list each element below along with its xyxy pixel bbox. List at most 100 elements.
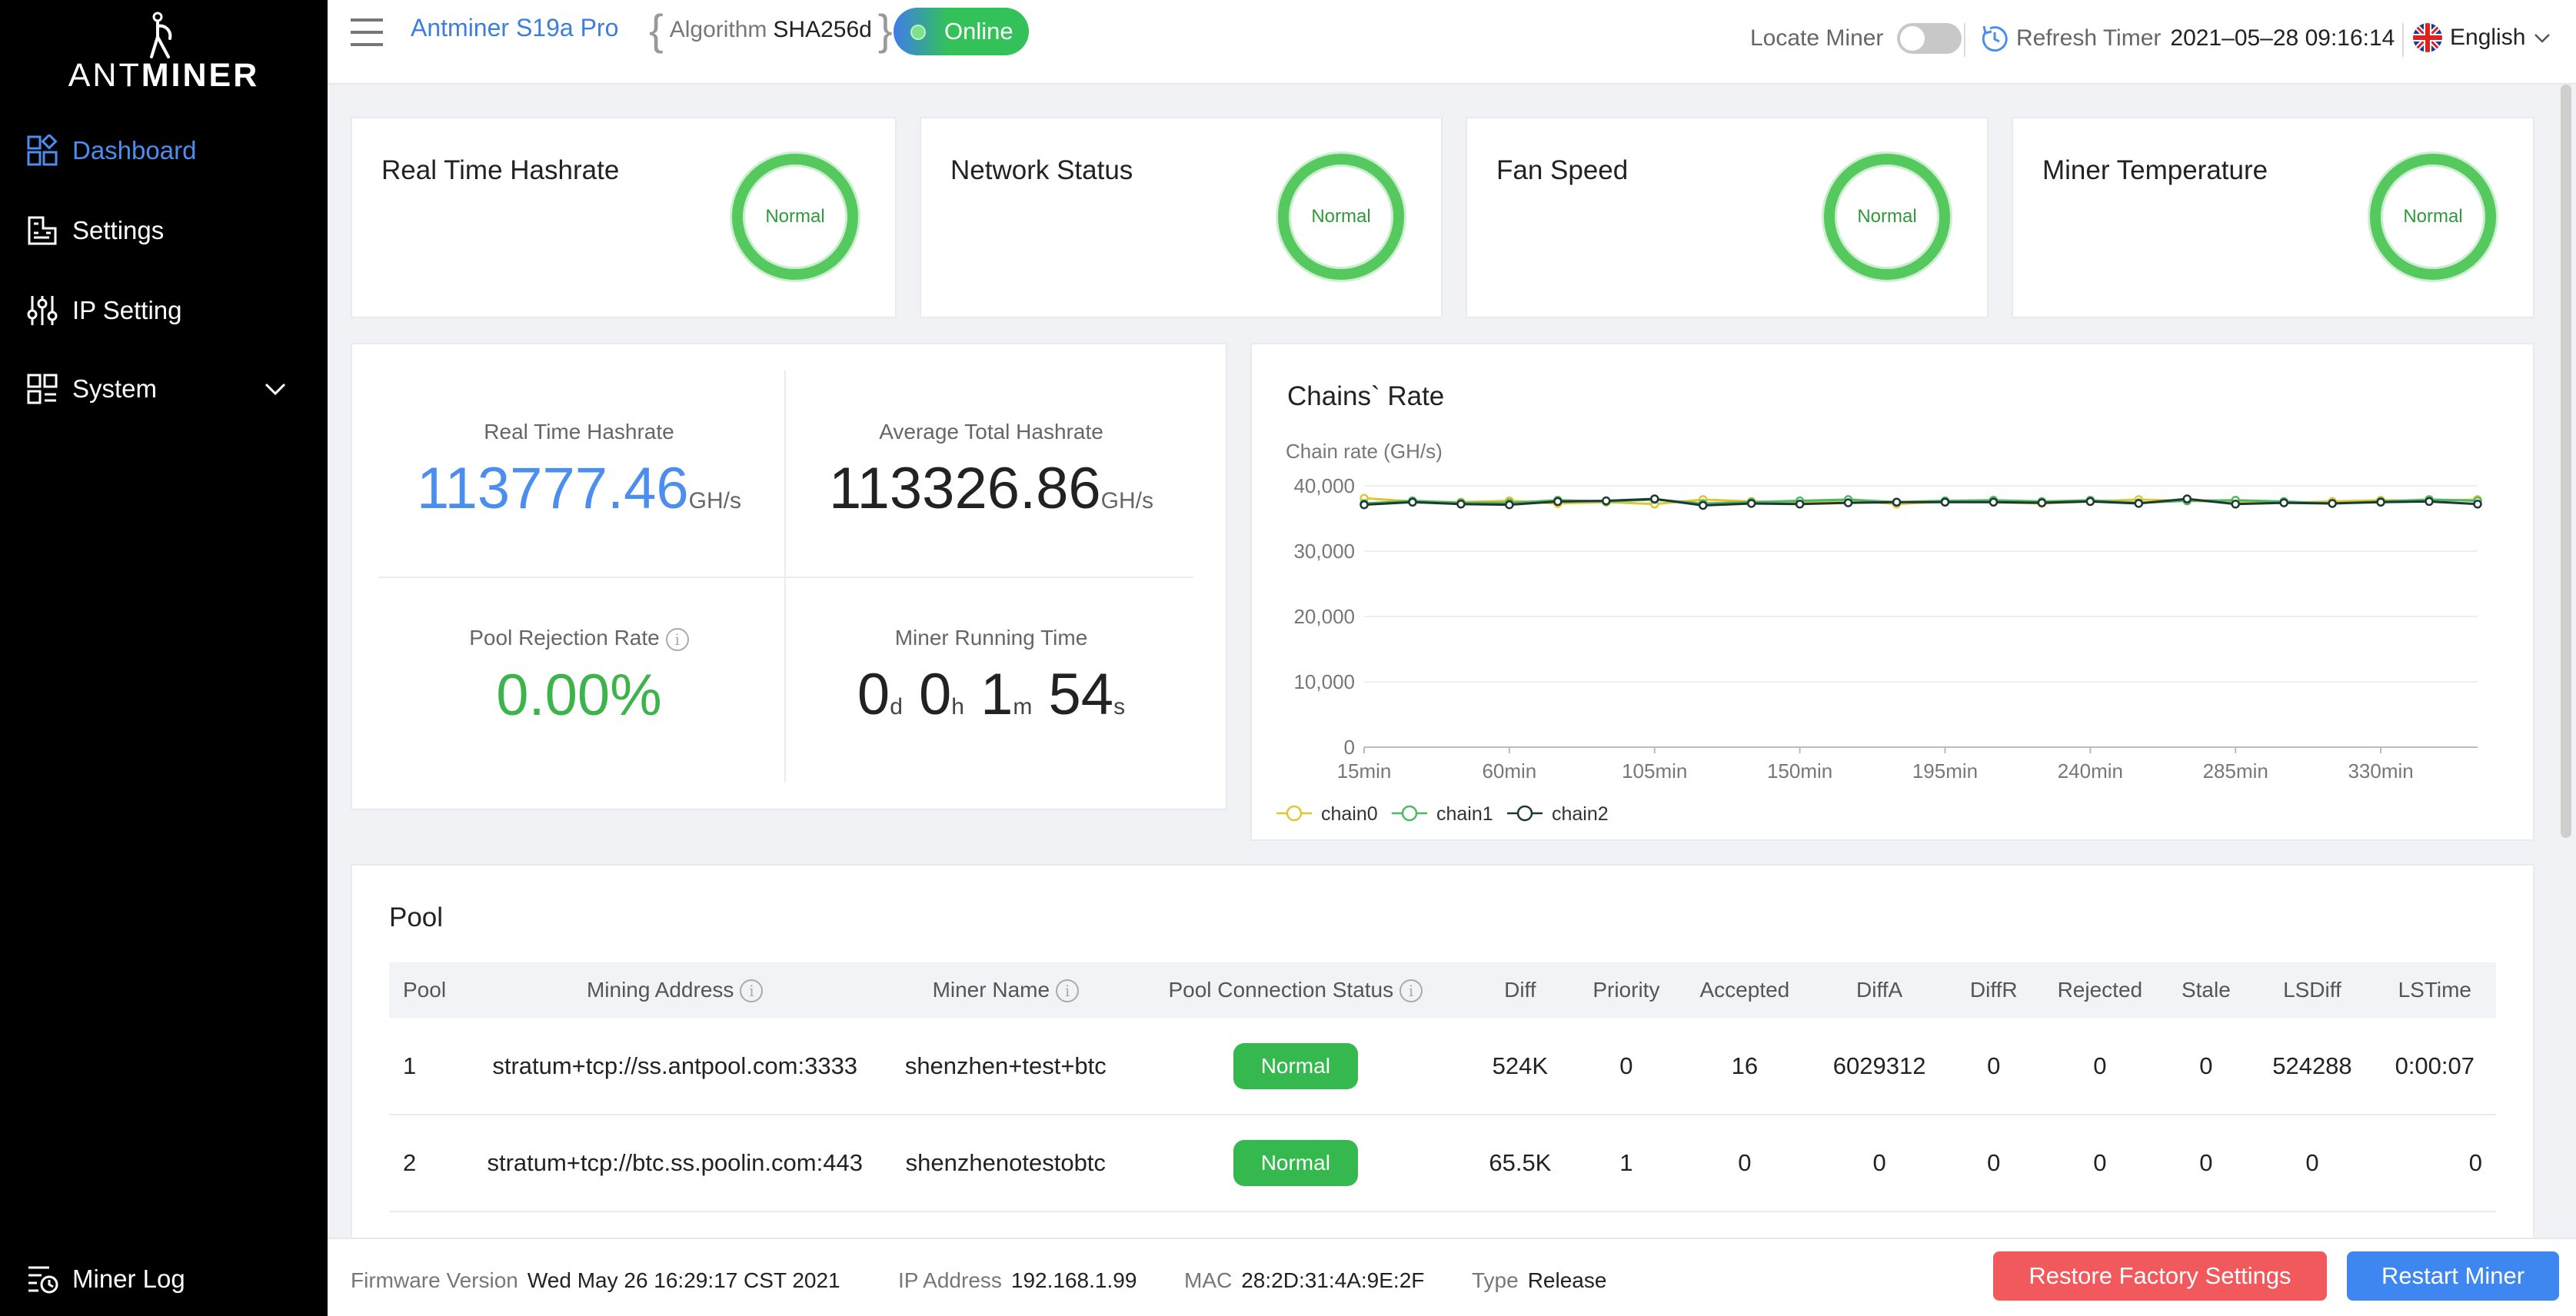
x-tick-label: 150min <box>1767 759 1832 783</box>
column-header: Pool Connection Status i <box>1123 962 1467 1018</box>
hamburger-menu-icon[interactable] <box>349 17 384 48</box>
chart-y-axis-label: Chain rate (GH/s) <box>1286 440 1443 463</box>
footer-value: Release <box>1527 1268 1607 1292</box>
pool-title: Pool <box>389 902 444 932</box>
data-point-chain2 <box>2231 500 2240 509</box>
data-point-chain2 <box>1746 499 1756 508</box>
info-icon[interactable]: i <box>740 979 764 1003</box>
sidebar-item-label: IP Setting <box>72 296 182 324</box>
accepted: 0 <box>1679 1115 1810 1212</box>
diff: 65.5K <box>1466 1115 1573 1212</box>
x-tick-label: 285min <box>2203 759 2268 783</box>
column-header-label: Mining Address <box>586 977 734 1002</box>
locate-miner-toggle[interactable] <box>1897 23 1962 54</box>
legend-label-chain1: chain1 <box>1436 803 1493 825</box>
miner-log-link[interactable]: Miner Log <box>26 1258 185 1301</box>
hashrate-summary-card: Real Time Hashrate 113777.46GH/s Average… <box>351 343 1227 810</box>
data-point-chain2 <box>2134 499 2144 508</box>
algorithm-box: { Algorithm SHA256d } <box>649 8 893 52</box>
language-selector[interactable]: English <box>2413 23 2553 52</box>
data-point-chain2 <box>1940 497 1950 507</box>
unit-label: d <box>890 694 903 719</box>
chevron-down-icon[interactable] <box>261 375 289 403</box>
running-days: 0 <box>857 662 890 727</box>
miner-temperature-status-card: Miner Temperature Normal <box>2012 117 2534 318</box>
priority: 1 <box>1573 1115 1679 1212</box>
online-status-badge: Online <box>894 8 1029 55</box>
average-hashrate-metric: Average Total Hashrate 113326.86GH/s <box>787 420 1195 522</box>
restore-factory-settings-button[interactable]: Restore Factory Settings <box>1993 1251 2327 1301</box>
hashrate-unit: GH/s <box>1100 488 1153 513</box>
status-card-title: Miner Temperature <box>2042 155 2268 185</box>
y-tick-label: 30,000 <box>1293 540 1355 563</box>
sidebar-item-label: Settings <box>72 216 165 244</box>
average-hashrate-value: 113326.86 <box>829 456 1101 521</box>
header-divider <box>2402 23 2404 57</box>
data-point-chain2 <box>2085 497 2095 507</box>
metric-label: Pool Rejection Rate <box>469 626 660 650</box>
y-tick-label: 40,000 <box>1293 474 1355 497</box>
pool-index: 1 <box>389 1018 463 1115</box>
refresh-timer-value: 2021–05–28 09:16:14 <box>2170 25 2395 51</box>
mining-address: stratum+tcp://ss.antpool.com:3333 <box>462 1018 887 1115</box>
status-badge: Normal <box>1233 1140 1358 1186</box>
legend-marker-chain2 <box>1516 805 1533 822</box>
metric-label: Miner Running Time <box>894 626 1088 650</box>
header-divider <box>1964 23 1965 57</box>
lstime: 0 <box>2373 1115 2496 1212</box>
info-icon[interactable]: i <box>1056 979 1080 1003</box>
footer-value: 192.168.1.99 <box>1010 1268 1137 1292</box>
info-icon[interactable]: i <box>1399 979 1423 1003</box>
pool-index: 2 <box>389 1115 463 1212</box>
chart-title: Chains` Rate <box>1287 381 1445 411</box>
x-tick-label: 105min <box>1622 759 1687 783</box>
logo-text-bold: MINER <box>141 57 260 94</box>
status-ring-label: Normal <box>1311 206 1371 227</box>
refresh-timer-icon[interactable] <box>1979 23 2010 54</box>
y-tick-label: 10,000 <box>1293 670 1355 693</box>
log-icon <box>28 1266 58 1294</box>
data-point-chain2 <box>2328 499 2337 508</box>
dashboard-icon <box>27 135 58 166</box>
diffr: 0 <box>1949 1018 2039 1115</box>
diffr: 0 <box>1949 1115 2039 1212</box>
accepted: 16 <box>1679 1018 1810 1115</box>
pool-table: Pool Mining Address i Miner Name i Pool Co… <box>389 962 2496 1212</box>
sliders-icon <box>27 296 58 325</box>
pool-row: 1 stratum+tcp://ss.antpool.com:3333 shen… <box>389 1018 2496 1115</box>
hashrate-unit: GH/s <box>688 488 741 513</box>
unit-label: s <box>1113 694 1126 719</box>
column-header-label: Miner Name <box>932 977 1050 1002</box>
miner-name: shenzhenotestobtc <box>887 1115 1124 1212</box>
main-scrollbar[interactable] <box>2561 85 2571 838</box>
locate-miner: Locate Miner <box>1750 23 1962 54</box>
column-header: Stale <box>2161 962 2252 1018</box>
restart-miner-button[interactable]: Restart Miner <box>2347 1251 2559 1301</box>
column-header: Diff <box>1466 962 1573 1018</box>
status-ring: Normal <box>732 154 858 280</box>
sidebar-item-system[interactable]: System <box>26 366 303 412</box>
pool-table-header: Pool Mining Address i Miner Name i Pool Co… <box>389 962 2496 1018</box>
lsdiff: 524288 <box>2251 1018 2374 1115</box>
antminer-logo: ANTMINER <box>0 11 328 95</box>
info-icon[interactable]: i <box>665 627 689 651</box>
sidebar: ANTMINER Dashboard Settings IP Setting <box>0 0 328 1316</box>
sidebar-item-settings[interactable]: Settings <box>26 208 303 254</box>
fan-speed-status-card: Fan Speed Normal <box>1466 117 1989 318</box>
column-header: LSTime <box>2373 962 2496 1018</box>
x-tick-label: 15min <box>1337 759 1392 783</box>
sidebar-item-dashboard[interactable]: Dashboard <box>26 128 303 174</box>
uk-flag-icon <box>2413 23 2442 52</box>
realtime-hashrate-status-card: Real Time Hashrate Normal <box>351 117 897 318</box>
diffa: 6029312 <box>1809 1018 1949 1115</box>
data-point-chain2 <box>2473 500 2482 509</box>
footer-label: Firmware Version <box>351 1268 518 1292</box>
data-point-chain2 <box>2037 498 2047 507</box>
miner-figure-icon <box>150 12 172 58</box>
realtime-hashrate-value: 113777.46 <box>417 456 689 521</box>
sidebar-item-ip-setting[interactable]: IP Setting <box>26 287 303 334</box>
x-tick-label: 240min <box>2058 759 2123 783</box>
data-point-chain2 <box>1602 496 1611 506</box>
chains-rate-card: 0 10,000 20,000 30,000 40,000 15min 60min 105mi… <box>1250 343 2534 841</box>
online-status-label: Online <box>944 18 1013 45</box>
